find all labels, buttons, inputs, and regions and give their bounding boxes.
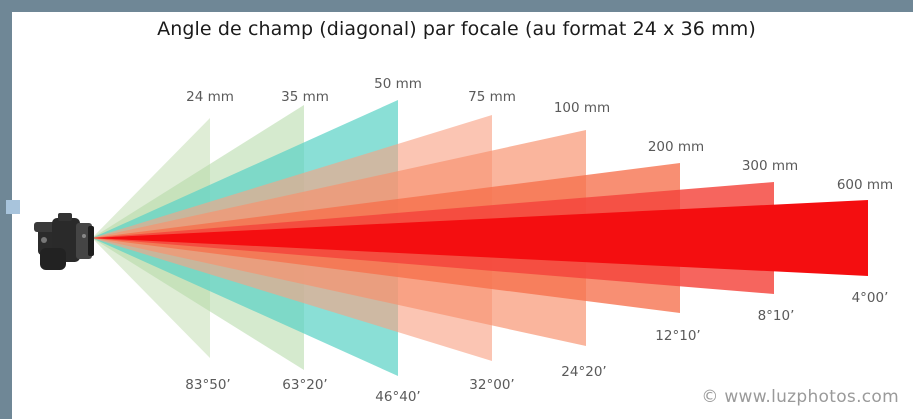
focal-label: 24 mm — [186, 89, 234, 105]
camera-icon — [34, 213, 94, 270]
focal-label: 300 mm — [742, 158, 798, 174]
angle-label: 46°40’ — [375, 389, 420, 405]
field-of-view-fans — [92, 100, 868, 376]
focal-label: 35 mm — [281, 89, 329, 105]
angle-label: 8°10’ — [758, 308, 795, 324]
focal-label: 100 mm — [554, 100, 610, 116]
fov-fan-600mm — [92, 200, 868, 276]
focal-label: 600 mm — [837, 177, 893, 193]
angle-label: 83°50’ — [185, 377, 230, 393]
angle-label: 12°10’ — [655, 328, 700, 344]
angle-label: 63°20’ — [282, 377, 327, 393]
angle-label: 24°20’ — [561, 364, 606, 380]
focal-label: 75 mm — [468, 89, 516, 105]
side-marker — [6, 200, 20, 214]
angle-label: 4°00’ — [852, 290, 889, 306]
angle-label: 32°00’ — [469, 377, 514, 393]
focal-label: 200 mm — [648, 139, 704, 155]
copyright-credit: © www.luzphotos.com — [701, 387, 899, 407]
diagram-title: Angle de champ (diagonal) par focale (au… — [157, 18, 756, 40]
focal-label: 50 mm — [374, 76, 422, 92]
focal-labels: 24 mm 35 mm 50 mm 75 mm 100 mm 200 mm 300 mm 60… — [186, 76, 893, 193]
angle-labels: 83°50’ 63°20’ 46°40’ 32°00’ 24°20’ 12°10’ 8°10… — [185, 290, 888, 405]
